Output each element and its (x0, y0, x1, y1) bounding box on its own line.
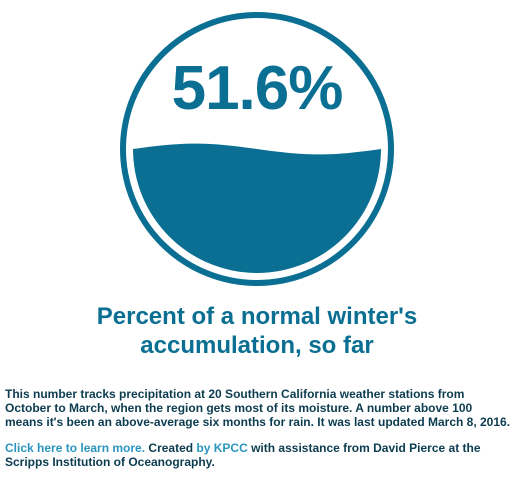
learn-more-link[interactable]: Click here to learn more. (5, 441, 146, 455)
kpcc-link[interactable]: by KPCC (196, 441, 248, 455)
gauge-water-fill (133, 143, 381, 273)
gauge-percent-value: 51.6% (171, 54, 344, 123)
headline-line-1: Percent of a normal winter's (96, 303, 418, 330)
credits-created-text: Created (145, 441, 197, 455)
rainfall-gauge (120, 12, 394, 286)
credits-text: Click here to learn more. Created by KPC… (5, 441, 511, 469)
headline: Percent of a normal winter's accumulatio… (0, 302, 514, 360)
gauge-outer-ring (120, 12, 394, 286)
credits-assistance-text: with assistance from David Pierce at the… (5, 441, 481, 469)
description-text: This number tracks precipitation at 20 S… (5, 387, 511, 429)
headline-line-2: accumulation, so far (140, 332, 374, 359)
